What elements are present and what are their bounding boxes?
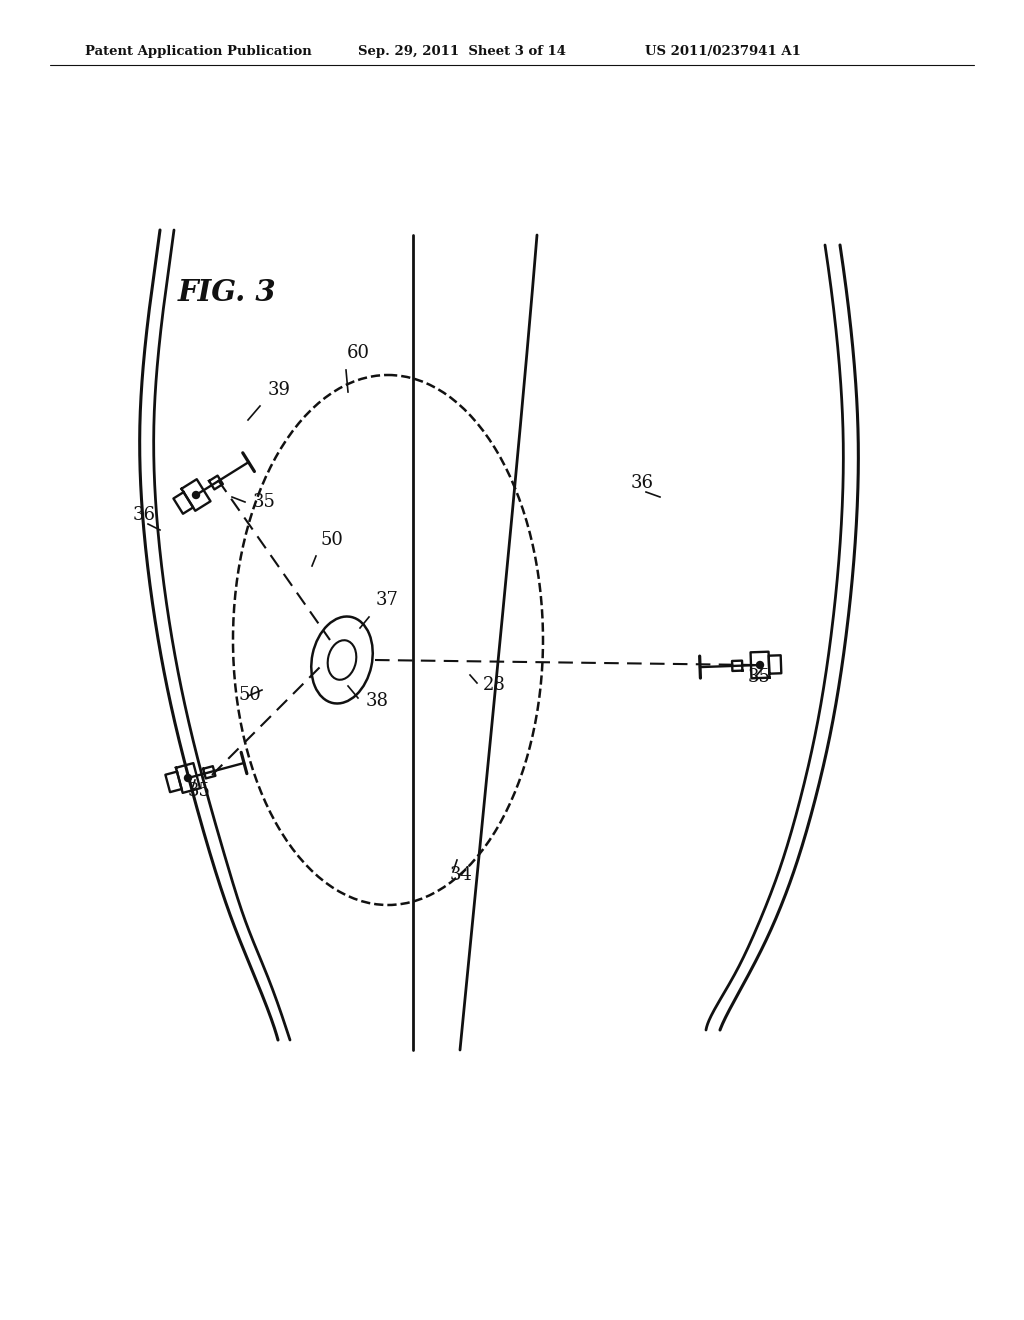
Text: 28: 28 (483, 676, 506, 694)
Text: 35: 35 (253, 492, 275, 511)
Text: 38: 38 (366, 692, 389, 710)
Text: 37: 37 (376, 591, 399, 609)
Text: 50: 50 (319, 531, 343, 549)
Text: FIG. 3: FIG. 3 (178, 279, 276, 308)
Text: Sep. 29, 2011  Sheet 3 of 14: Sep. 29, 2011 Sheet 3 of 14 (358, 45, 566, 58)
Text: 60: 60 (347, 345, 370, 362)
Text: 34: 34 (450, 866, 473, 884)
Text: 35: 35 (748, 668, 771, 686)
Text: Patent Application Publication: Patent Application Publication (85, 45, 311, 58)
Text: US 2011/0237941 A1: US 2011/0237941 A1 (645, 45, 801, 58)
Text: 36: 36 (133, 506, 156, 524)
Circle shape (757, 661, 764, 668)
Text: 50: 50 (238, 686, 261, 704)
Text: 36: 36 (631, 474, 654, 492)
Circle shape (184, 775, 191, 781)
Text: 39: 39 (268, 381, 291, 399)
Text: 35: 35 (188, 781, 211, 800)
Circle shape (193, 491, 200, 499)
